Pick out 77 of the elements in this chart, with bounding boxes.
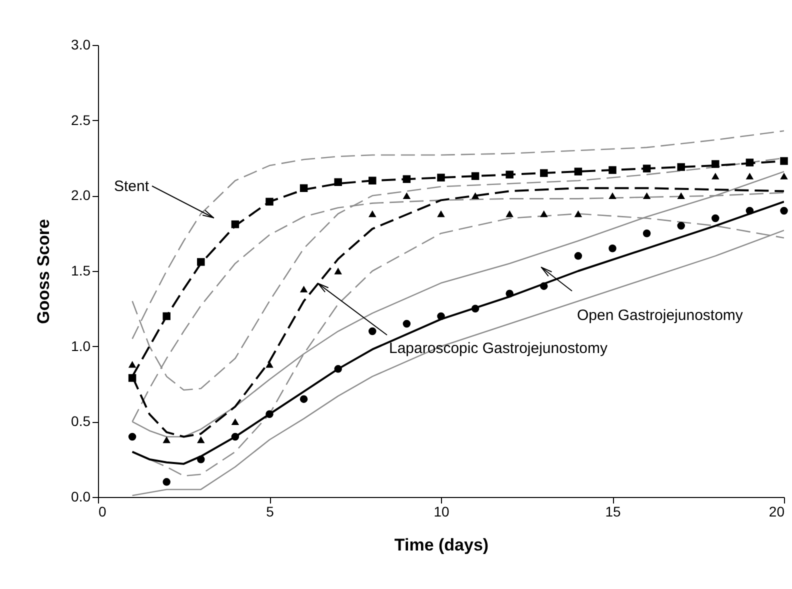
- point: [712, 160, 720, 168]
- point: [471, 192, 480, 200]
- point: [300, 286, 308, 292]
- point: [266, 361, 274, 368]
- point: [231, 220, 240, 228]
- point: [712, 214, 720, 222]
- point: [574, 210, 582, 218]
- point: [162, 312, 170, 320]
- point: [642, 192, 651, 200]
- point: [128, 432, 136, 441]
- point: [677, 163, 685, 171]
- point: [197, 455, 205, 464]
- point: [746, 172, 754, 180]
- point: [642, 229, 651, 238]
- point: [780, 206, 788, 215]
- point: [574, 168, 582, 176]
- y-tick-label: 3.0: [71, 36, 91, 52]
- point: [471, 304, 480, 313]
- point: [162, 478, 170, 486]
- point: [608, 244, 616, 252]
- point: [334, 365, 342, 373]
- point: [746, 158, 754, 166]
- annotation: Open Gastrojejunostomy: [577, 307, 744, 324]
- point: [642, 164, 651, 172]
- point: [266, 410, 274, 418]
- x-tick-label: 20: [768, 504, 785, 520]
- point: [712, 172, 720, 180]
- point: [368, 327, 376, 336]
- y-tick-label: 2.0: [71, 187, 91, 204]
- point: [334, 268, 342, 274]
- point: [197, 258, 205, 266]
- point: [506, 210, 514, 218]
- point: [128, 361, 136, 368]
- point: [780, 172, 788, 180]
- annotation: Stent: [114, 178, 150, 195]
- point: [506, 290, 514, 298]
- point: [540, 169, 548, 177]
- point: [300, 184, 308, 192]
- point: [197, 436, 205, 444]
- point: [266, 198, 274, 206]
- point: [471, 172, 480, 180]
- y-tick-label: 1.0: [71, 338, 91, 354]
- point: [574, 252, 582, 260]
- x-tick-label: 10: [434, 504, 450, 520]
- point: [231, 418, 240, 426]
- point: [368, 210, 376, 218]
- y-tick-label: 2.5: [71, 112, 91, 128]
- point: [540, 210, 548, 218]
- y-axis-title: Gooss Score: [34, 219, 54, 324]
- y-tick-label: 1.5: [71, 262, 91, 278]
- point: [300, 395, 308, 403]
- point: [677, 192, 685, 200]
- x-axis-title: Time (days): [394, 536, 489, 554]
- x-tick-label: 5: [266, 504, 274, 520]
- point: [402, 320, 411, 328]
- annotation: Laparoscopic Gastrojejunostomy: [389, 340, 608, 357]
- point: [780, 157, 788, 165]
- point: [506, 170, 514, 178]
- point: [231, 432, 240, 441]
- point: [437, 210, 445, 218]
- y-tick-label: 0.0: [71, 488, 91, 504]
- point: [162, 436, 170, 444]
- point: [402, 192, 411, 200]
- point: [677, 222, 685, 230]
- point: [746, 206, 754, 215]
- point: [402, 175, 411, 183]
- y-tick-label: 0.5: [71, 413, 91, 430]
- point: [437, 174, 445, 182]
- point: [334, 178, 342, 186]
- point: [540, 282, 548, 290]
- x-tick-label: 15: [605, 504, 621, 520]
- x-tick-label: 0: [98, 504, 106, 520]
- point: [608, 166, 616, 174]
- point: [368, 176, 376, 184]
- point: [608, 192, 616, 200]
- point: [437, 312, 445, 320]
- point: [128, 374, 136, 382]
